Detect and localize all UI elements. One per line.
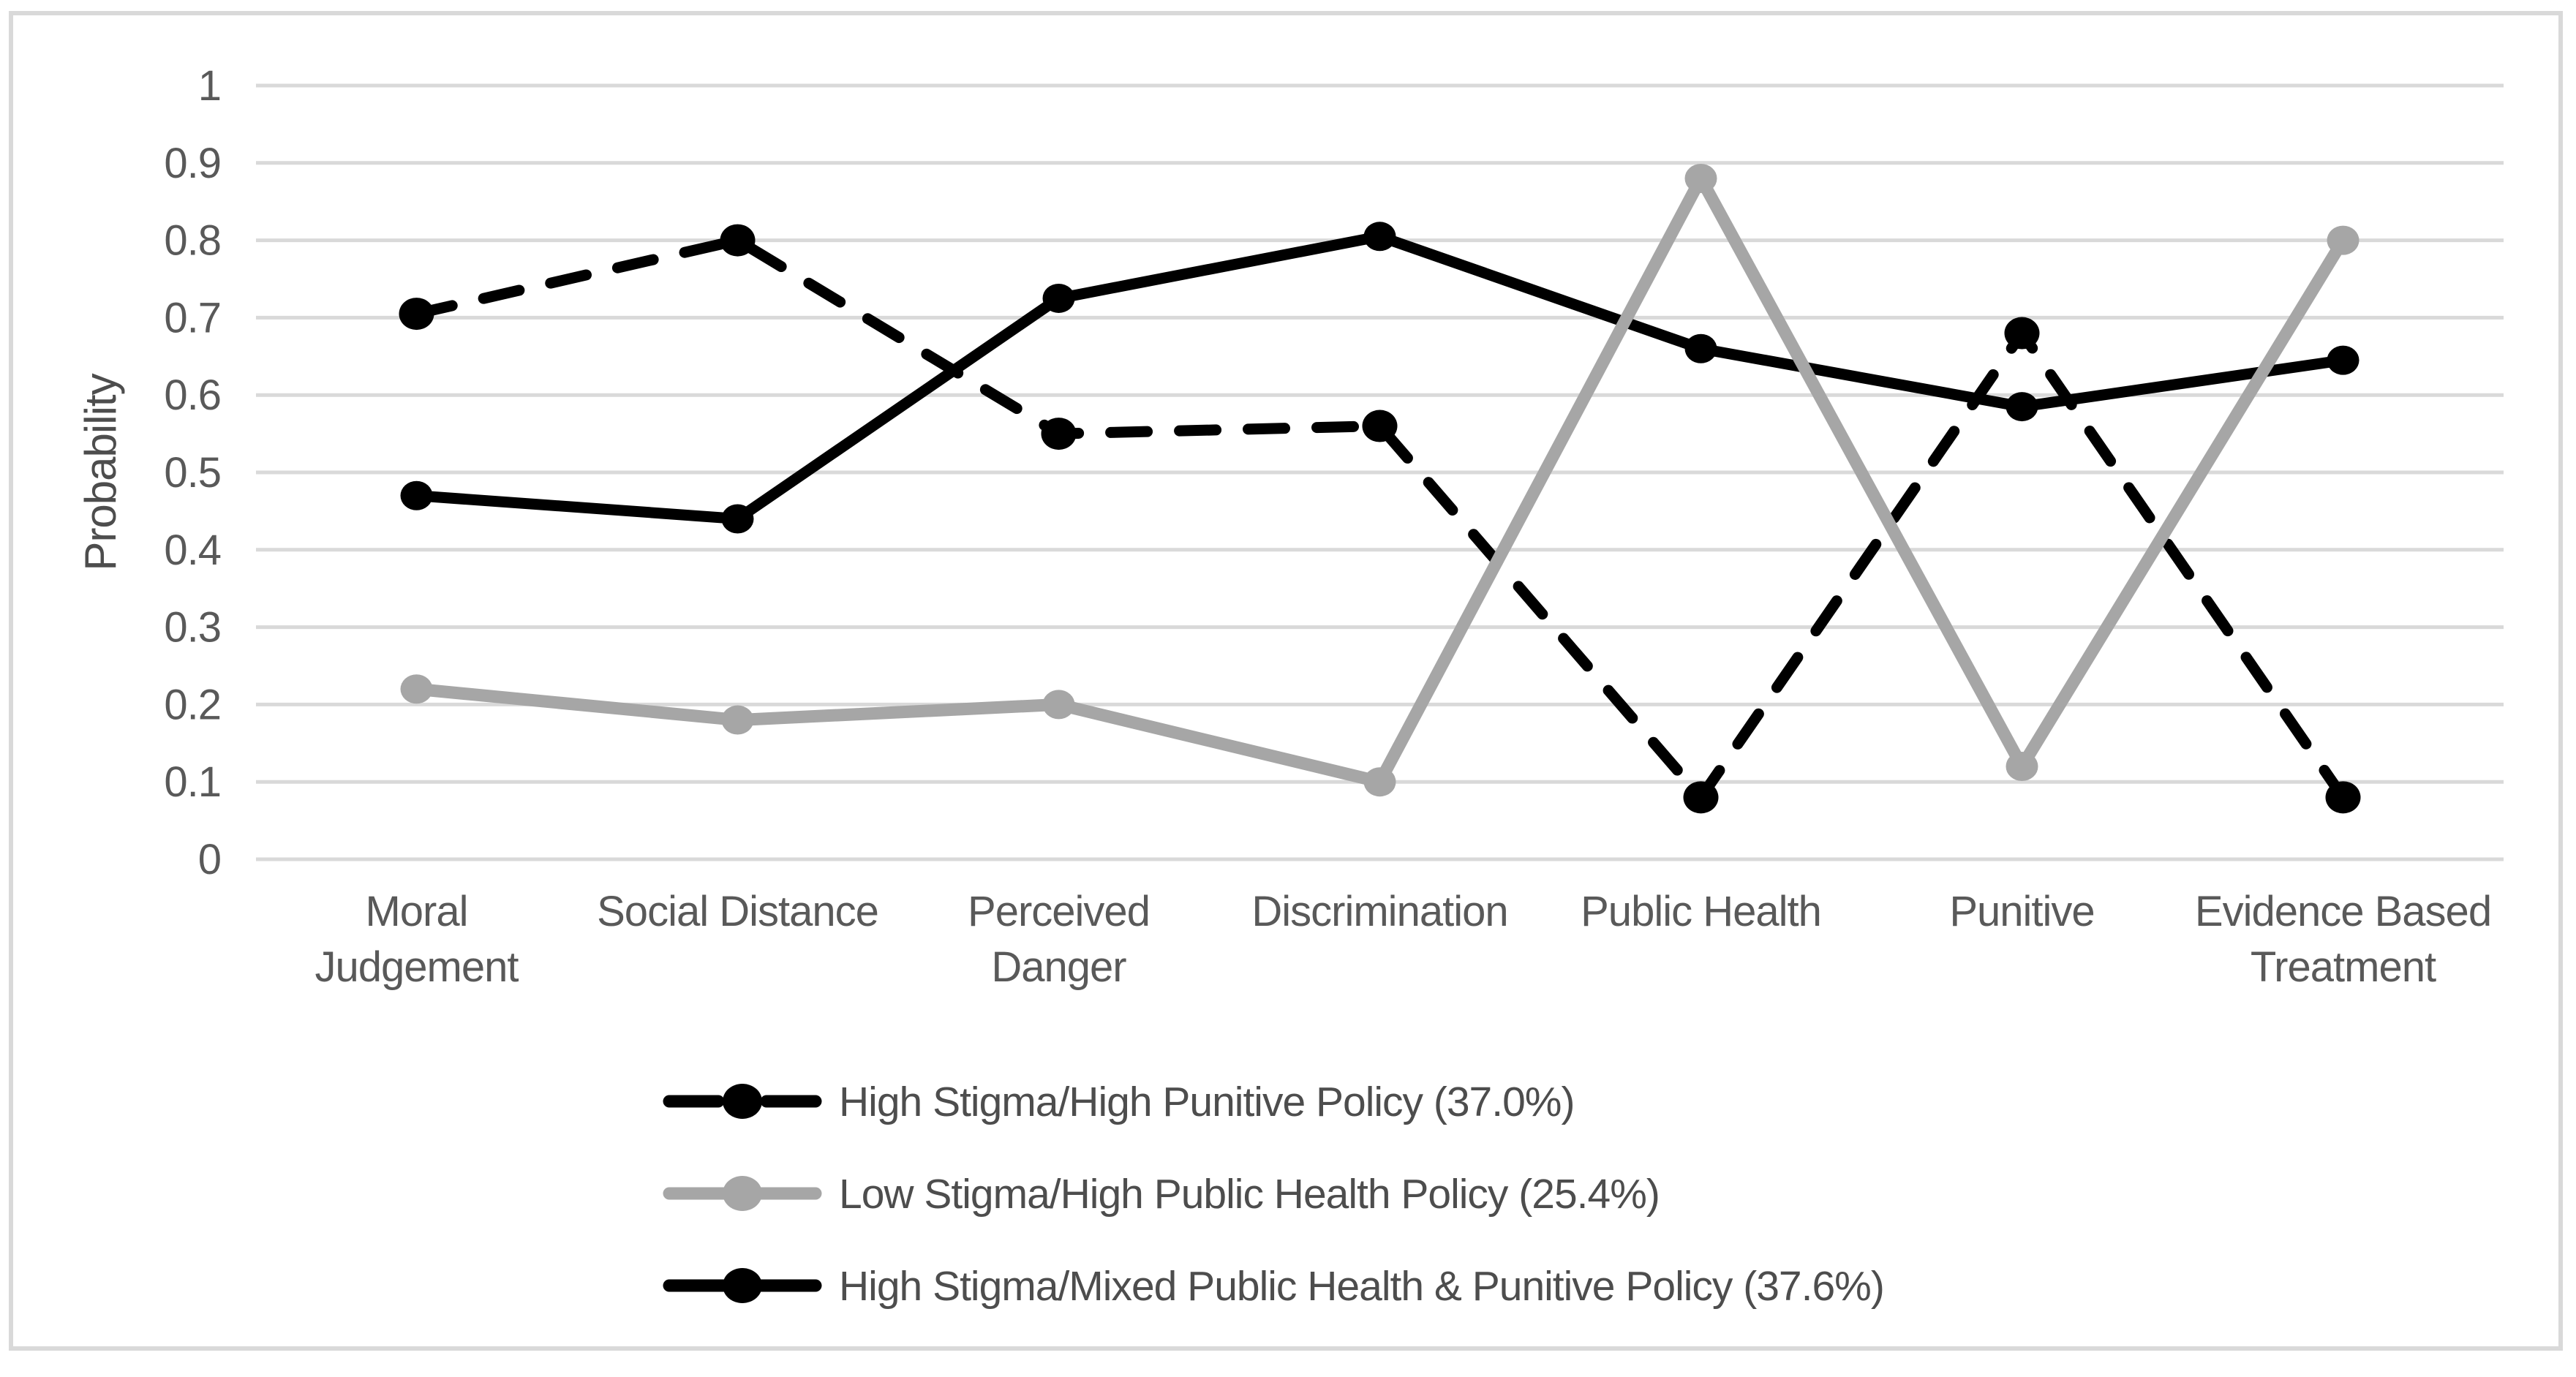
y-tick-label: 0.7 [164,294,221,342]
legend-item: Low Stigma/High Public Health Policy (25… [663,1171,1660,1218]
data-point-marker [1363,767,1396,797]
y-tick-label: 0.6 [164,371,221,419]
data-point-marker [400,674,433,704]
data-point-marker [1041,418,1077,450]
gridlines [256,83,2504,861]
y-tick-label: 0 [198,836,221,883]
y-tick-label: 0.4 [164,527,221,574]
chart-border [9,11,2563,1351]
legend: High Stigma/High Punitive Policy (37.0%)… [663,1079,1885,1310]
y-tick-label: 0.3 [164,604,221,652]
data-point-marker [400,480,433,510]
series-solid-black [400,222,2360,534]
x-axis-labels: Moral Judgement Social Distance Perceived Da… [315,888,2493,991]
legend-label: High Stigma/High Punitive Policy (37.0%) [839,1079,1574,1125]
x-tick-label: Social Distance [597,888,878,935]
series-line [410,172,2349,788]
data-point-marker [1684,333,1717,363]
x-tick-label: Judgement [315,943,519,991]
legend-item: High Stigma/Mixed Public Health & Puniti… [663,1263,1885,1310]
x-tick-label: Discrimination [1251,888,1507,935]
data-point-marker [2004,317,2040,350]
data-point-marker [1363,222,1396,252]
y-tick-label: 1 [198,62,221,110]
data-point-marker [399,298,434,331]
data-point-marker [2325,781,2361,814]
legend-marker-dot [723,1084,762,1119]
y-tick-label: 0.2 [164,681,221,728]
y-tick-label: 0.9 [164,140,221,187]
y-axis-title: Probability [76,373,125,570]
y-axis-ticks: 1 0.9 0.8 0.7 0.6 0.5 0.4 0.3 0.2 0.1 0 [164,62,222,883]
legend-item: High Stigma/High Punitive Policy (37.0%) [663,1079,1575,1125]
data-point-marker [2006,392,2038,422]
y-tick-label: 0.8 [164,217,221,265]
x-tick-label: Treatment [2251,943,2436,991]
data-point-marker [720,224,756,257]
data-point-marker [1362,410,1398,442]
x-tick-label: Perceived [968,888,1150,935]
data-point-marker [2327,225,2360,255]
y-tick-label: 0.1 [164,758,221,806]
series-gray [400,163,2360,797]
data-point-marker [721,705,754,735]
x-tick-label: Danger [991,943,1126,991]
legend-label: High Stigma/Mixed Public Health & Puniti… [839,1263,1884,1310]
x-tick-label: Public Health [1581,888,1821,935]
data-point-marker [1042,283,1075,313]
data-point-marker [1683,781,1719,814]
data-point-marker [2327,345,2360,375]
legend-marker-dot [723,1268,762,1303]
data-point-marker [1684,163,1717,193]
x-tick-label: Evidence Based [2195,888,2491,935]
data-point-marker [1042,690,1075,720]
y-tick-label: 0.5 [164,449,221,497]
legend-marker-dot [723,1176,762,1211]
legend-label: Low Stigma/High Public Health Policy (25… [839,1171,1660,1218]
data-point-marker [2006,752,2038,782]
x-tick-label: Punitive [1949,888,2094,935]
x-tick-label: Moral [365,888,467,935]
series-dashed-black [399,224,2361,814]
data-point-marker [721,504,754,534]
